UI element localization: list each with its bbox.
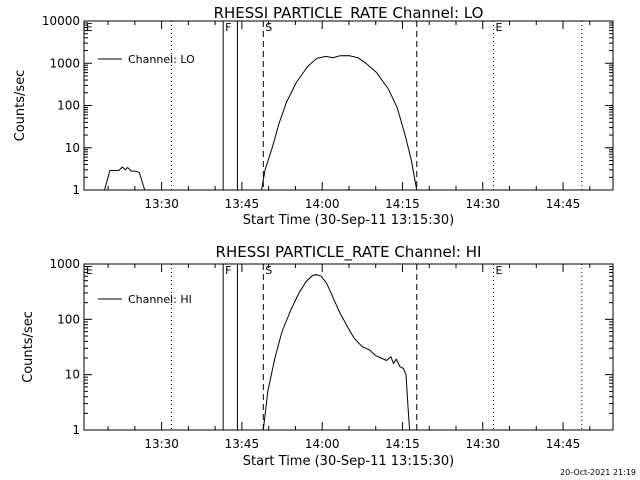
x-tick-label: 13:45: [225, 197, 260, 211]
x-tick-label: 13:30: [144, 197, 179, 211]
y-tick-label: 100: [57, 312, 80, 326]
chart-panel-2: RHESSI PARTICLE_RATE Channel: HI E F S E 13:3…: [21, 243, 614, 469]
y-axis-label: Counts/sec: [13, 70, 28, 142]
y-tick-label: 10: [65, 368, 80, 382]
y-tick-label: 1: [72, 423, 80, 437]
event-marker-label-e: E: [495, 264, 502, 277]
chart-title: RHESSI PARTICLE_RATE Channel: HI: [216, 243, 482, 262]
event-marker-label-e: E: [86, 264, 93, 277]
y-tick-label: 100: [57, 99, 80, 113]
event-marker-label-e: E: [495, 21, 502, 34]
generation-timestamp: 20-Oct-2021 21:19: [560, 468, 636, 477]
x-tick-label: 14:45: [546, 197, 581, 211]
y-tick-label: 1000: [49, 56, 80, 70]
x-axis-label: Start Time (30-Sep-11 13:15:30): [243, 213, 454, 228]
event-marker-label-e: E: [86, 21, 93, 34]
legend-label: Channel: LO: [128, 53, 195, 66]
chart-panel-1: RHESSI PARTICLE_RATE Channel: LO E F S E 13:3…: [13, 4, 614, 228]
series-line-1-segment-1: [104, 166, 146, 191]
event-marker-label-s: S: [265, 21, 272, 34]
x-tick-label: 14:15: [385, 437, 420, 451]
x-tick-label: 14:00: [305, 437, 340, 451]
x-axis-label: Start Time (30-Sep-11 13:15:30): [243, 454, 454, 469]
plot-frame: [83, 20, 614, 191]
x-tick-label: 14:15: [385, 197, 420, 211]
y-tick-label: 1000: [49, 257, 80, 271]
x-tick-label: 14:30: [465, 437, 500, 451]
plot-frame: [83, 263, 614, 431]
series-line-1-segment-2: [261, 55, 418, 191]
event-marker-label-f: F: [225, 21, 231, 34]
y-tick-label: 10000: [42, 14, 80, 28]
chart-title: RHESSI PARTICLE_RATE Channel: LO: [214, 4, 484, 23]
event-marker-label-f: F: [225, 264, 231, 277]
legend-label: Channel: HI: [128, 293, 192, 306]
x-tick-label: 14:30: [465, 197, 500, 211]
y-tick-label: 10: [65, 141, 80, 155]
x-tick-label: 14:00: [305, 197, 340, 211]
x-tick-label: 14:45: [546, 437, 581, 451]
y-axis-label: Counts/sec: [21, 311, 36, 383]
series-line-1-segment-1: [262, 274, 411, 431]
x-tick-label: 13:30: [144, 437, 179, 451]
y-tick-label: 1: [72, 183, 80, 197]
event-marker-label-s: S: [265, 264, 272, 277]
x-tick-label: 13:45: [225, 437, 260, 451]
